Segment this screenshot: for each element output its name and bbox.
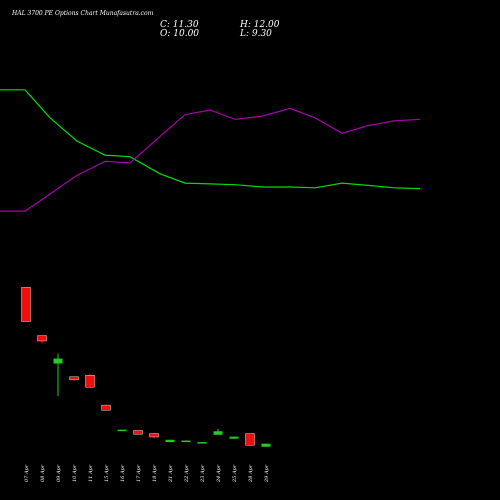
candle-body bbox=[69, 376, 79, 381]
candle-body bbox=[165, 439, 175, 443]
candle-07-apr bbox=[21, 287, 31, 322]
x-tick-label: 11 Apr bbox=[88, 464, 94, 482]
indicator-line-1 bbox=[0, 89, 421, 190]
candle-17-apr bbox=[133, 430, 143, 435]
x-tick-label: 08 Apr bbox=[40, 464, 46, 482]
candle-body bbox=[133, 430, 143, 435]
candle-22-apr bbox=[181, 440, 191, 443]
candle-body bbox=[37, 335, 47, 342]
x-axis-tick-labels: 07 Apr 08 Apr 09 Apr 10 Apr 11 Apr 15 Apr 16 A… bbox=[24, 464, 270, 483]
x-tick-label: 15 Apr bbox=[104, 464, 110, 482]
candle-body bbox=[117, 429, 127, 432]
candle-body bbox=[245, 433, 255, 446]
candle-body bbox=[181, 440, 191, 443]
candle-body bbox=[85, 375, 95, 388]
x-tick-label: 22 Apr bbox=[184, 464, 190, 483]
candle-body bbox=[21, 287, 31, 322]
candle-18-apr bbox=[149, 432, 159, 439]
x-tick-label: 07 Apr bbox=[24, 464, 30, 482]
candle-24-apr bbox=[213, 428, 223, 435]
candle-11-apr bbox=[85, 373, 95, 388]
x-tick-label: 16 Apr bbox=[120, 464, 126, 482]
candle-body bbox=[197, 442, 207, 444]
x-tick-label: 29 Apr bbox=[264, 464, 270, 483]
x-tick-label: 17 Apr bbox=[136, 464, 142, 482]
x-tick-label: 28 Apr bbox=[248, 464, 254, 483]
candle-28-apr bbox=[245, 433, 255, 446]
candle-body bbox=[53, 358, 63, 364]
candle-body bbox=[213, 431, 223, 435]
x-tick-label: 09 Apr bbox=[56, 464, 62, 482]
candle-29-apr bbox=[261, 443, 271, 447]
candle-25-apr bbox=[229, 436, 239, 439]
candles bbox=[21, 287, 271, 447]
x-tick-label: 23 Apr bbox=[200, 464, 206, 483]
candle-body bbox=[261, 443, 271, 447]
x-tick-label: 21 Apr bbox=[168, 464, 174, 483]
x-tick-label: 10 Apr bbox=[72, 464, 78, 482]
x-tick-label: 24 Apr bbox=[216, 464, 222, 483]
candle-body bbox=[149, 433, 159, 438]
candle-10-apr bbox=[69, 376, 79, 381]
x-tick-label: 18 Apr bbox=[152, 464, 158, 482]
candle-21-apr bbox=[165, 439, 175, 443]
indicator-lines bbox=[0, 89, 421, 212]
candle-09-apr bbox=[53, 353, 63, 397]
candle-body bbox=[229, 436, 239, 439]
open-label: O: 10.00 bbox=[160, 29, 199, 39]
low-label: L: 9.30 bbox=[239, 29, 272, 39]
close-label: C: 11.30 bbox=[160, 20, 199, 30]
candle-15-apr bbox=[101, 404, 111, 411]
high-label: H: 12.00 bbox=[239, 20, 280, 30]
candle-08-apr bbox=[37, 335, 47, 344]
candle-16-apr bbox=[117, 429, 127, 432]
candle-body bbox=[101, 404, 111, 411]
chart-title: HAL 3700 PE Options Chart Munafasutra.co… bbox=[11, 10, 154, 17]
candle-23-apr bbox=[197, 442, 207, 444]
indicator-line-2 bbox=[0, 107, 421, 212]
x-tick-label: 25 Apr bbox=[232, 464, 238, 483]
